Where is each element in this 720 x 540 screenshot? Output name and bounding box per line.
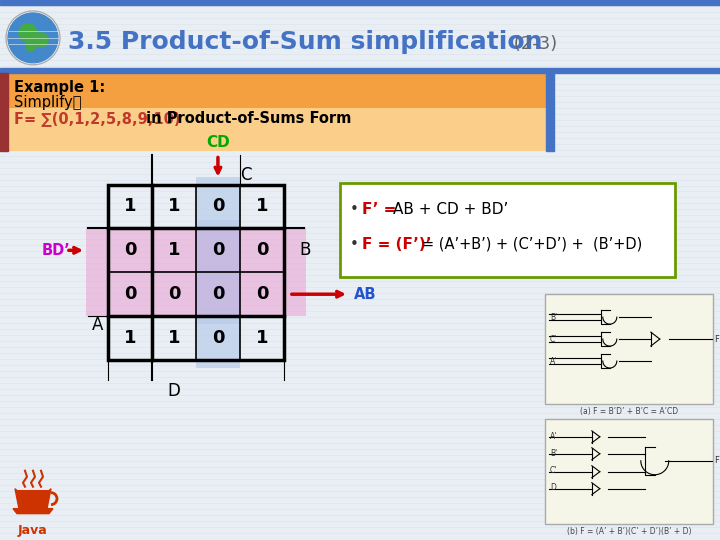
Bar [0, 68, 720, 73]
Text: 1: 1 [168, 198, 180, 215]
Text: = (A’+B’) + (C’+D’) +  (B’+D): = (A’+B’) + (C’+D’) + (B’+D) [422, 237, 642, 252]
Text: Example 1:: Example 1: [14, 80, 105, 95]
Text: 0: 0 [256, 241, 268, 259]
Text: 0: 0 [124, 241, 136, 259]
Text: B: B [299, 241, 310, 259]
Text: in Product-of-Sums Form: in Product-of-Sums Form [141, 111, 351, 126]
Text: D: D [550, 483, 556, 492]
Text: F: F [714, 335, 719, 343]
Text: 1: 1 [256, 198, 268, 215]
Text: F = (F’)’: F = (F’)’ [362, 237, 431, 252]
Text: 0: 0 [168, 285, 180, 303]
Bar [196, 220, 240, 280]
Text: 0: 0 [124, 285, 136, 303]
Bar [196, 177, 240, 237]
Text: Java: Java [18, 524, 48, 537]
Bar [8, 73, 546, 107]
Text: B': B' [550, 449, 557, 458]
Text: C': C' [550, 335, 557, 343]
Circle shape [19, 24, 37, 42]
Bar [196, 272, 240, 316]
Bar [545, 419, 713, 524]
Circle shape [6, 11, 60, 65]
Text: Simplify：: Simplify： [14, 94, 81, 110]
Bar [86, 228, 306, 272]
Bar [86, 272, 306, 316]
Text: 0: 0 [212, 285, 224, 303]
Text: A': A' [550, 356, 557, 366]
Text: B': B' [550, 313, 557, 322]
Text: 3.5 Product-of-Sum simplification: 3.5 Product-of-Sum simplification [68, 30, 542, 54]
Text: AB: AB [354, 287, 377, 302]
Bar [546, 73, 554, 151]
Bar [196, 228, 240, 272]
Text: 0: 0 [212, 329, 224, 347]
Text: •: • [350, 202, 359, 217]
Text: 1: 1 [168, 329, 180, 347]
Bar [340, 183, 675, 277]
Text: 1: 1 [168, 241, 180, 259]
Text: F: F [714, 456, 719, 465]
Bar [108, 185, 284, 360]
Text: BD’: BD’ [42, 243, 71, 258]
Text: AB + CD + BD’: AB + CD + BD’ [393, 202, 508, 217]
Bar [0, 0, 720, 5]
Text: F= ∑(0,1,2,5,8,9,10): F= ∑(0,1,2,5,8,9,10) [14, 111, 181, 126]
Circle shape [26, 41, 36, 51]
Text: 1: 1 [124, 198, 136, 215]
Text: A': A' [550, 433, 557, 441]
Text: 1: 1 [256, 329, 268, 347]
Text: CD: CD [206, 135, 230, 150]
Text: (a) F = B’D’ + B’C = A’CD: (a) F = B’D’ + B’C = A’CD [580, 407, 678, 416]
Text: 0: 0 [256, 285, 268, 303]
Circle shape [34, 33, 48, 47]
Text: 1: 1 [124, 329, 136, 347]
Text: 0: 0 [212, 198, 224, 215]
Bar [8, 73, 546, 151]
Bar [0, 73, 8, 151]
Circle shape [8, 13, 58, 63]
Text: (b) F = (A’ + B’)(C’ + D’)(B’ + D): (b) F = (A’ + B’)(C’ + D’)(B’ + D) [567, 526, 691, 536]
Text: 0: 0 [212, 241, 224, 259]
Polygon shape [13, 509, 53, 514]
Bar [196, 308, 240, 368]
Bar [545, 294, 713, 404]
Text: C': C' [550, 466, 557, 475]
Bar [196, 264, 240, 324]
Text: (2-3): (2-3) [508, 35, 557, 53]
Text: D: D [168, 382, 181, 400]
Text: A: A [91, 316, 103, 334]
Text: C: C [240, 166, 251, 184]
Polygon shape [15, 489, 51, 509]
Text: •: • [350, 237, 359, 252]
Text: F’ =: F’ = [362, 202, 402, 217]
